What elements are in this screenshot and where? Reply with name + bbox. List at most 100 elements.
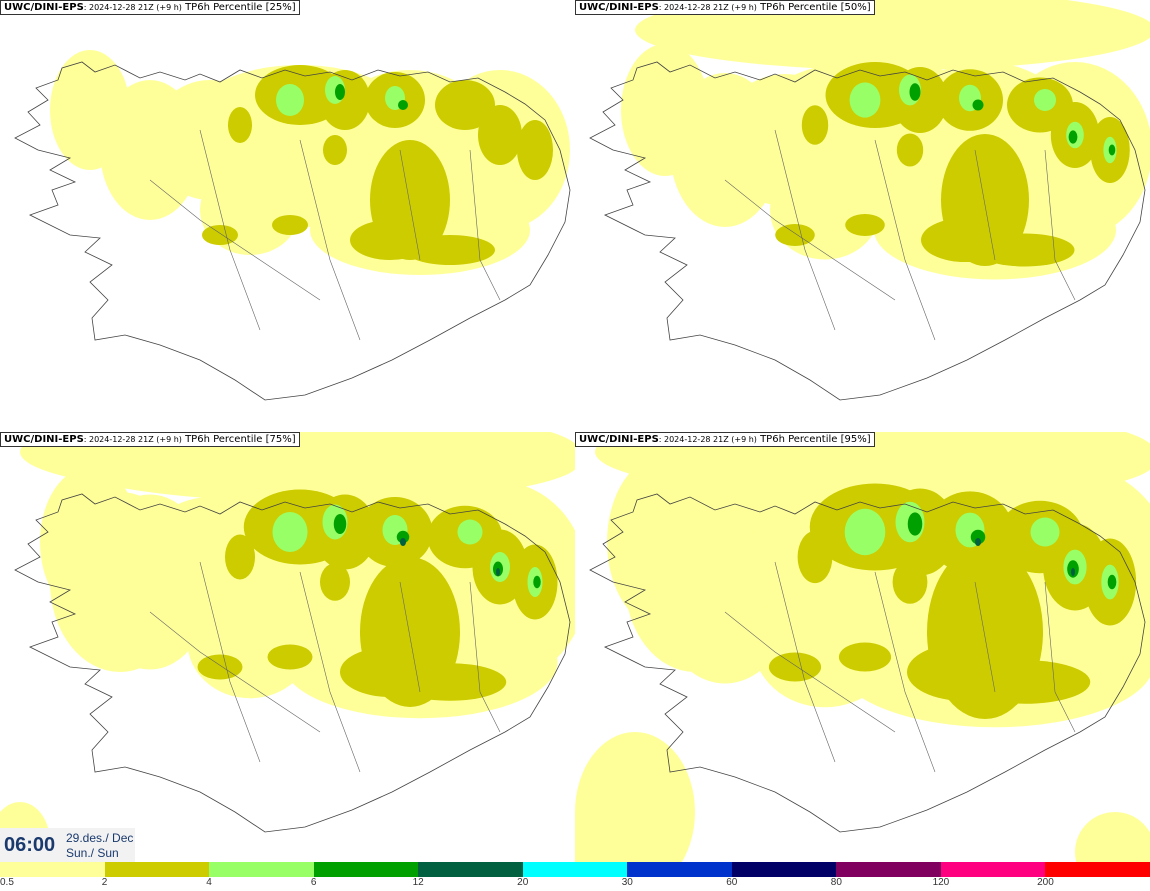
river-line xyxy=(299,139,361,341)
precip-area-2-4 xyxy=(405,235,495,265)
river-line xyxy=(974,149,996,261)
river-line xyxy=(724,179,896,301)
precip-area-0.5-2 xyxy=(839,125,971,235)
run-time: : 2024-12-28 21Z (+9 h) xyxy=(83,435,182,444)
product-name: TP6h Percentile [50%] xyxy=(756,2,871,13)
precip-area-4-6 xyxy=(1034,89,1056,111)
percentile-95-map: UWC/DINI-EPS: 2024-12-28 21Z (+9 h) TP6h… xyxy=(575,432,1150,862)
precip-area-2-4 xyxy=(775,224,815,246)
precip-area-4-6 xyxy=(276,84,304,116)
precip-area-2-4 xyxy=(478,105,522,165)
colorbar-segment xyxy=(522,862,628,877)
precip-area-0.5-2 xyxy=(625,492,765,672)
colorbar-tick-label: 80 xyxy=(830,877,842,888)
percentile-50-map: UWC/DINI-EPS: 2024-12-28 21Z (+9 h) TP6h… xyxy=(575,0,1150,430)
percentile-75-map: UWC/DINI-EPS: 2024-12-28 21Z (+9 h) TP6h… xyxy=(0,432,575,862)
colorbar-segment xyxy=(209,862,314,877)
precip-area-6-12 xyxy=(972,99,984,111)
colorbar-tick-label: 60 xyxy=(726,877,738,888)
precip-area-6-12 xyxy=(335,84,345,100)
precip-area-12-20 xyxy=(496,568,500,576)
precip-area-4-6 xyxy=(1030,517,1060,547)
precip-area-0.5-2 xyxy=(575,732,695,862)
precip-area-2-4 xyxy=(225,534,255,580)
precip-area-2-4 xyxy=(435,80,495,130)
river-line xyxy=(469,149,501,301)
colorbar-segment xyxy=(104,862,210,877)
precip-area-2-4 xyxy=(272,215,308,235)
precip-area-2-4 xyxy=(197,654,243,680)
colorbar-tick-label: 20 xyxy=(517,877,529,888)
river-line xyxy=(974,581,996,693)
run-time: : 2024-12-28 21Z (+9 h) xyxy=(658,3,757,12)
colorbar-segment xyxy=(940,862,1046,877)
precip-area-6-12 xyxy=(333,514,347,534)
colorbar-tick-label: 200 xyxy=(1037,877,1054,888)
river-line xyxy=(149,611,321,733)
precip-area-0.5-2 xyxy=(595,432,1150,497)
precipitation-map xyxy=(14,50,571,401)
precip-area-0.5-2 xyxy=(1075,812,1150,862)
colorbar-segment xyxy=(313,862,419,877)
iceland-coastline xyxy=(14,61,571,401)
model-name: UWC/DINI-EPS xyxy=(579,2,659,13)
precip-area-0.5-2 xyxy=(50,492,190,672)
river-line xyxy=(399,149,421,261)
precip-area-6-12 xyxy=(1068,130,1078,144)
precip-area-12-20 xyxy=(975,538,981,546)
precip-area-6-12 xyxy=(1108,144,1116,156)
colorbar-tick-label: 0.5 xyxy=(0,877,14,888)
river-line xyxy=(774,561,836,763)
valid-time: 06:00 xyxy=(4,834,56,856)
precipitation-map xyxy=(575,432,1150,862)
river-line xyxy=(199,561,261,763)
precip-area-4-6 xyxy=(844,508,886,556)
precipitation-colorbar xyxy=(0,862,1150,877)
precip-area-6-12 xyxy=(533,575,541,589)
river-line xyxy=(1044,149,1076,301)
colorbar-tick-labels: 0.5 2 4 6 12 20 30 60 80 120 200 xyxy=(0,877,1150,891)
model-name: UWC/DINI-EPS xyxy=(579,434,659,445)
product-name: TP6h Percentile [25%] xyxy=(181,2,296,13)
colorbar-segment xyxy=(0,862,105,877)
precip-area-6-12 xyxy=(1107,574,1117,590)
colorbar-tick-label: 4 xyxy=(206,877,212,888)
iceland-coastline xyxy=(589,61,1146,401)
river-line xyxy=(874,571,936,773)
colorbar-tick-label: 30 xyxy=(621,877,633,888)
precip-area-6-12 xyxy=(970,529,986,545)
precip-area-2-4 xyxy=(320,563,350,601)
run-time: : 2024-12-28 21Z (+9 h) xyxy=(83,3,182,12)
iceland-coastline xyxy=(589,493,1146,833)
colorbar-segment xyxy=(836,862,941,877)
panel-title: UWC/DINI-EPS: 2024-12-28 21Z (+9 h) TP6h… xyxy=(575,0,875,15)
precip-area-0.5-2 xyxy=(625,70,685,170)
panel-title: UWC/DINI-EPS: 2024-12-28 21Z (+9 h) TP6h… xyxy=(0,0,300,15)
product-name: TP6h Percentile [95%] xyxy=(756,434,871,445)
precip-area-2-4 xyxy=(892,560,928,604)
river-line xyxy=(874,139,936,341)
percentile-25-map: UWC/DINI-EPS: 2024-12-28 21Z (+9 h) TP6h… xyxy=(0,0,575,430)
run-time: : 2024-12-28 21Z (+9 h) xyxy=(658,435,757,444)
precip-area-2-4 xyxy=(320,70,370,130)
precip-area-2-4 xyxy=(801,105,829,145)
precip-area-2-4 xyxy=(797,530,833,584)
precip-area-6-12 xyxy=(907,512,923,536)
precip-area-2-4 xyxy=(202,225,238,245)
river-line xyxy=(299,571,361,773)
river-line xyxy=(469,581,501,733)
precip-area-6-12 xyxy=(909,83,921,101)
precip-area-12-20 xyxy=(1071,568,1075,576)
precip-area-2-4 xyxy=(228,107,252,143)
panel-title: UWC/DINI-EPS: 2024-12-28 21Z (+9 h) TP6h… xyxy=(575,432,875,447)
colorbar-segment xyxy=(627,862,732,877)
precip-area-0.5-2 xyxy=(270,130,390,230)
colorbar-segment xyxy=(418,862,523,877)
precip-area-2-4 xyxy=(896,133,924,167)
precip-area-4-6 xyxy=(849,82,881,118)
precip-area-2-4 xyxy=(267,644,313,670)
model-name: UWC/DINI-EPS xyxy=(4,2,84,13)
model-name: UWC/DINI-EPS xyxy=(4,434,84,445)
precip-area-2-4 xyxy=(959,660,1091,704)
precip-area-2-4 xyxy=(845,214,885,236)
